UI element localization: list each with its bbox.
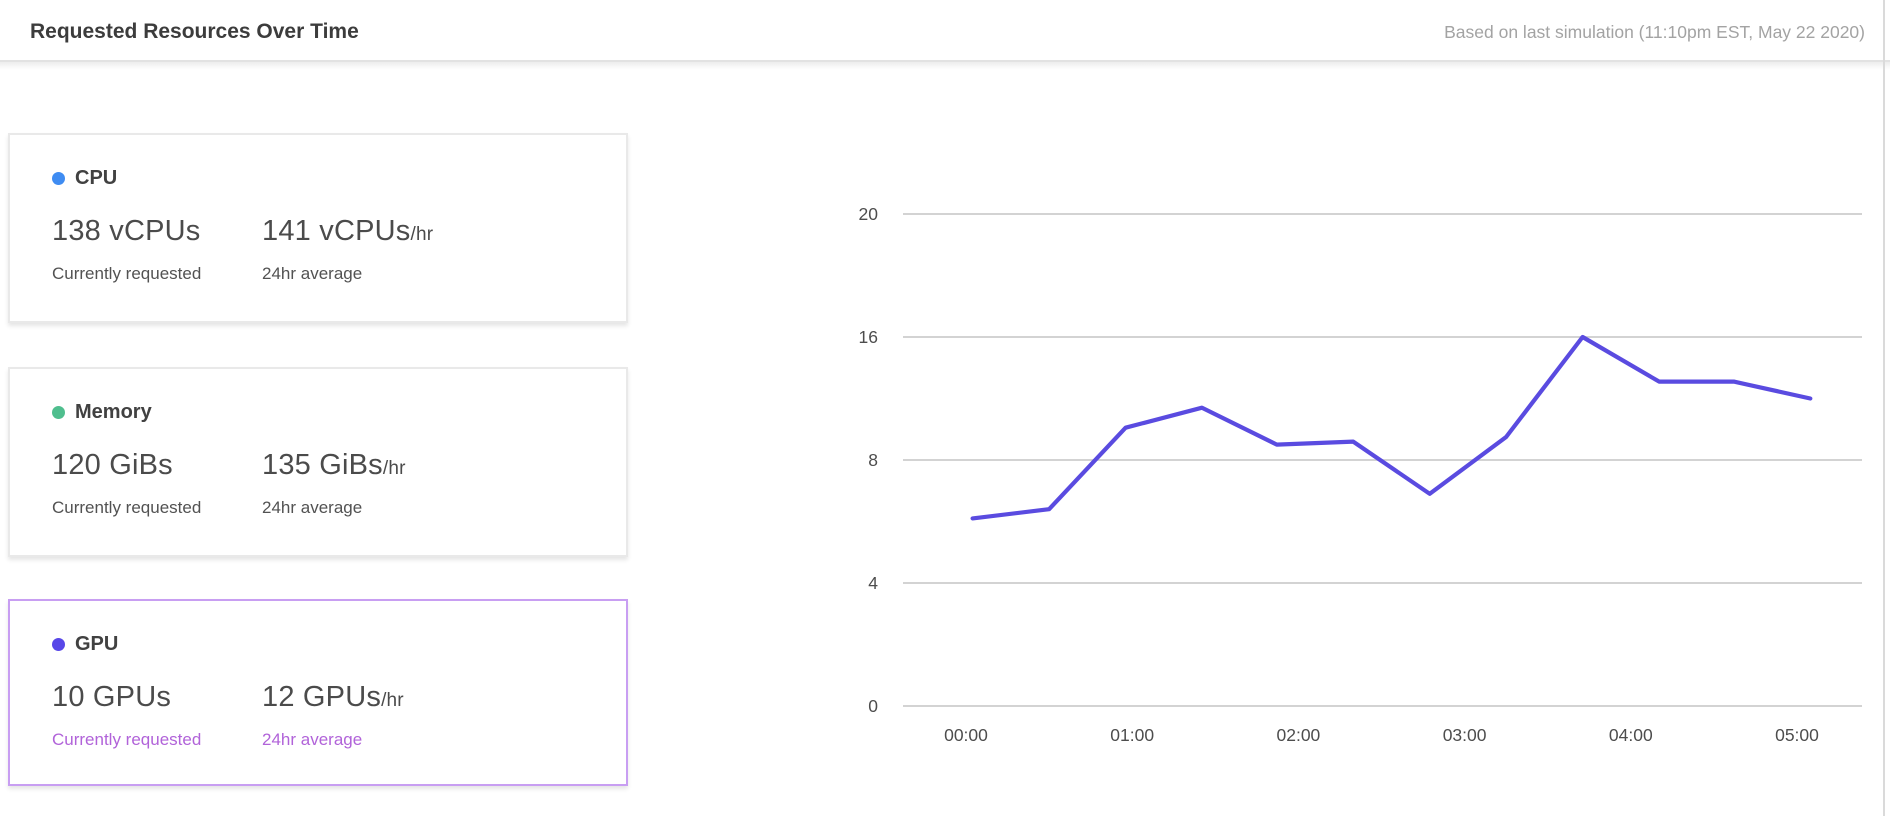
cpu-average-value: 141 vCPUs/hr [262, 215, 433, 248]
gpu-average-caption: 24hr average [262, 730, 363, 749]
x-axis-tick-label: 04:00 [1609, 725, 1653, 745]
x-axis-tick-label: 02:00 [1277, 725, 1321, 745]
cpu-card-label: CPU [75, 167, 118, 189]
memory-average-unit-suffix: /hr [382, 458, 406, 479]
memory-average-caption: 24hr average [262, 498, 363, 517]
memory-current-value: 120 GiBs [52, 449, 201, 482]
gpu-current-number: 10 GPUs [52, 681, 172, 713]
gpu-usage-line [970, 334, 1813, 521]
panel-right-border [1883, 0, 1885, 816]
memory-card-header: Memory [52, 401, 152, 424]
cpu-card-header: CPU [52, 167, 117, 190]
gpu-card-label: GPU [75, 633, 119, 655]
cpu-average-stat: 141 vCPUs/hr 24hr average [262, 215, 433, 284]
cpu-legend-dot-icon [52, 172, 65, 185]
memory-average-value: 135 GiBs/hr [262, 449, 406, 482]
gpu-metric-card[interactable]: GPU 10 GPUs Currently requested 12 GPUs/… [8, 599, 628, 786]
gpu-average-value: 12 GPUs/hr [262, 681, 404, 714]
gpu-average-number: 12 GPUs [262, 681, 382, 713]
y-axis-tick-label: 8 [868, 450, 878, 470]
cpu-average-number: 141 vCPUs [262, 215, 411, 247]
gpu-current-caption: Currently requested [52, 730, 202, 749]
cpu-current-stat: 138 vCPUs Currently requested [52, 215, 201, 284]
memory-current-caption: Currently requested [52, 498, 202, 517]
gpu-average-unit-suffix: /hr [381, 690, 404, 711]
cpu-current-value: 138 vCPUs [52, 215, 201, 248]
x-axis-tick-label: 03:00 [1443, 725, 1487, 745]
memory-current-number: 120 GiBs [52, 449, 173, 481]
memory-metric-card[interactable]: Memory 120 GiBs Currently requested 135 … [8, 367, 628, 557]
last-simulation-note: Based on last simulation (11:10pm EST, M… [1444, 22, 1865, 42]
x-axis-tick-label: 01:00 [1110, 725, 1154, 745]
memory-average-number: 135 GiBs [262, 449, 383, 481]
cpu-metric-card[interactable]: CPU 138 vCPUs Currently requested 141 vC… [8, 133, 628, 323]
gpu-current-value: 10 GPUs [52, 681, 201, 714]
gpu-average-stat: 12 GPUs/hr 24hr average [262, 681, 404, 750]
cpu-current-number: 138 vCPUs [52, 215, 201, 247]
y-axis-tick-label: 0 [868, 696, 878, 716]
memory-average-stat: 135 GiBs/hr 24hr average [262, 449, 406, 518]
gpu-legend-dot-icon [52, 638, 65, 651]
cpu-current-caption: Currently requested [52, 264, 202, 283]
y-axis-tick-label: 4 [868, 573, 878, 593]
gpu-card-header: GPU [52, 633, 118, 656]
memory-current-stat: 120 GiBs Currently requested [52, 449, 201, 518]
metric-card-list: CPU 138 vCPUs Currently requested 141 vC… [8, 133, 628, 816]
panel-header: Requested Resources Over Time Based on l… [0, 0, 1890, 70]
x-axis-tick-label: 00:00 [944, 725, 988, 745]
memory-legend-dot-icon [52, 406, 65, 419]
cpu-average-unit-suffix: /hr [410, 224, 434, 245]
x-axis-tick-label: 05:00 [1775, 725, 1819, 745]
y-axis-tick-label: 16 [859, 327, 878, 347]
cpu-average-caption: 24hr average [262, 264, 363, 283]
page-title: Requested Resources Over Time [30, 20, 359, 43]
y-axis-tick-label: 20 [859, 204, 879, 224]
gpu-current-stat: 10 GPUs Currently requested [52, 681, 201, 750]
memory-card-label: Memory [75, 401, 152, 423]
